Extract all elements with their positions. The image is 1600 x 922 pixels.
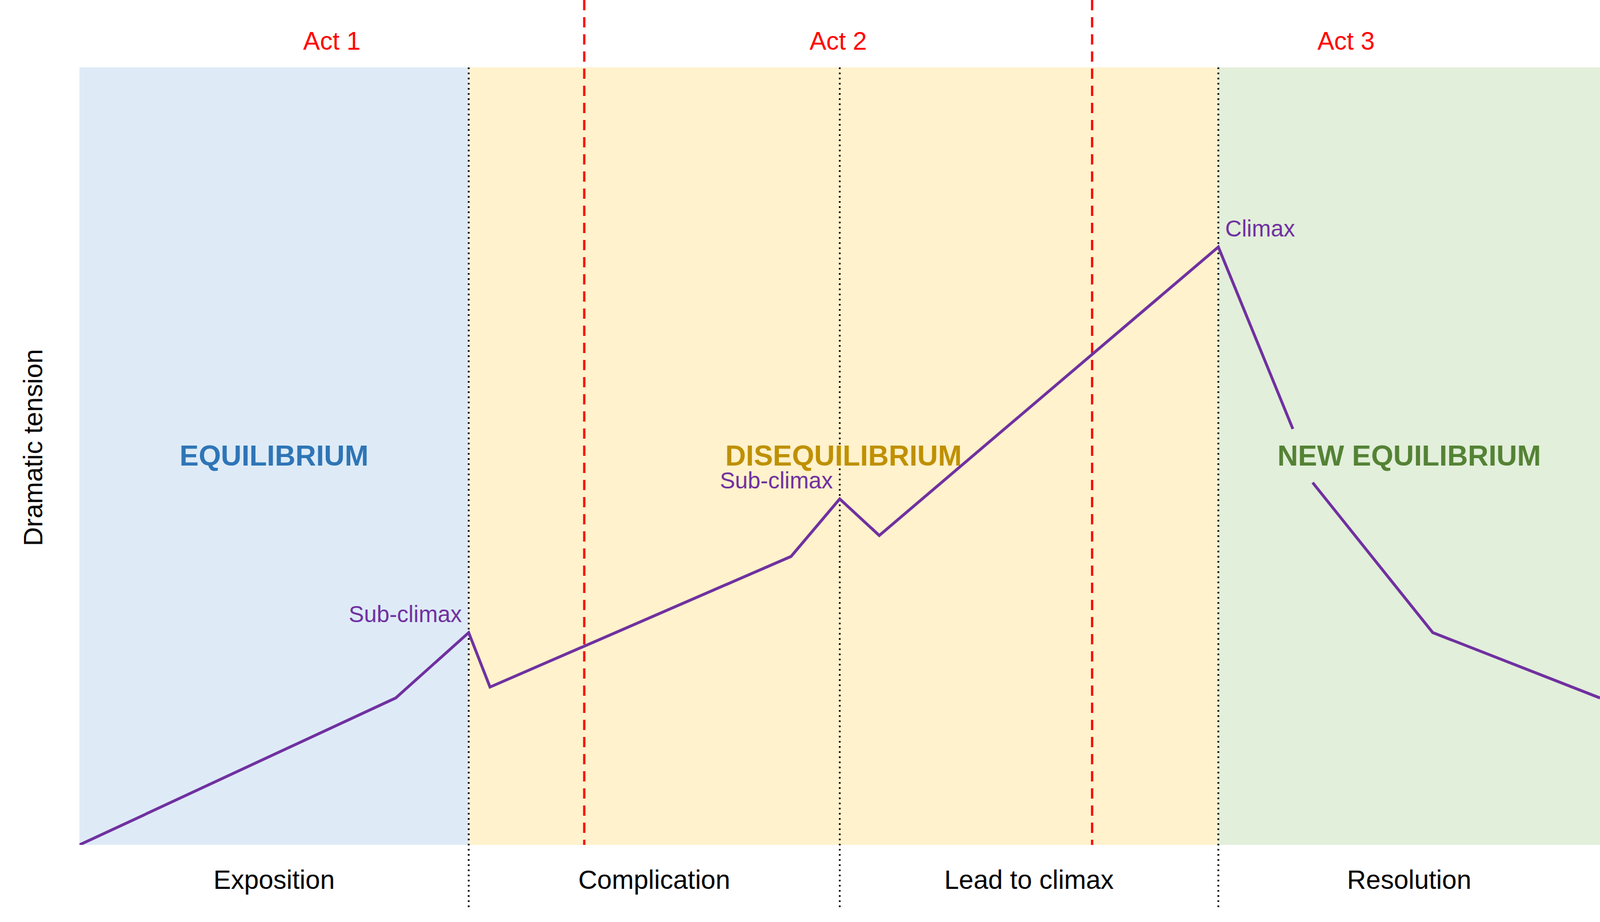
annotation: Sub-climax bbox=[720, 468, 834, 494]
region-background bbox=[1218, 67, 1600, 846]
phase-label: Resolution bbox=[1346, 865, 1471, 895]
act-label: Act 2 bbox=[809, 26, 867, 55]
region-background bbox=[468, 67, 1219, 846]
phase-label: Exposition bbox=[213, 865, 335, 895]
annotation: Sub-climax bbox=[348, 601, 462, 627]
act-boundary bbox=[1090, 0, 1094, 846]
diagram: EQUILIBRIUM DISEQUILIBRIUM NEW EQUILIBRIUM… bbox=[0, 0, 1600, 922]
phase-boundary bbox=[838, 67, 841, 910]
region-label: NEW EQUILIBRIUM bbox=[1277, 440, 1541, 472]
act-label: Act 3 bbox=[1317, 26, 1375, 55]
y-axis-label: Dramatic tension bbox=[18, 349, 48, 547]
annotation: Climax bbox=[1225, 216, 1295, 242]
curve-group bbox=[79, 246, 1600, 846]
phase-label: Complication bbox=[578, 865, 731, 895]
region-background bbox=[79, 67, 469, 846]
phase-boundary bbox=[1217, 67, 1220, 910]
phase-label: Lead to climax bbox=[944, 865, 1114, 895]
region-label: EQUILIBRIUM bbox=[179, 440, 369, 472]
tension-line bbox=[79, 246, 1294, 846]
region-label: DISEQUILIBRIUM bbox=[725, 440, 962, 472]
act-boundary bbox=[582, 0, 586, 846]
phase-boundary bbox=[468, 67, 470, 910]
tension-line bbox=[1312, 482, 1600, 699]
act-label: Act 1 bbox=[303, 26, 361, 55]
